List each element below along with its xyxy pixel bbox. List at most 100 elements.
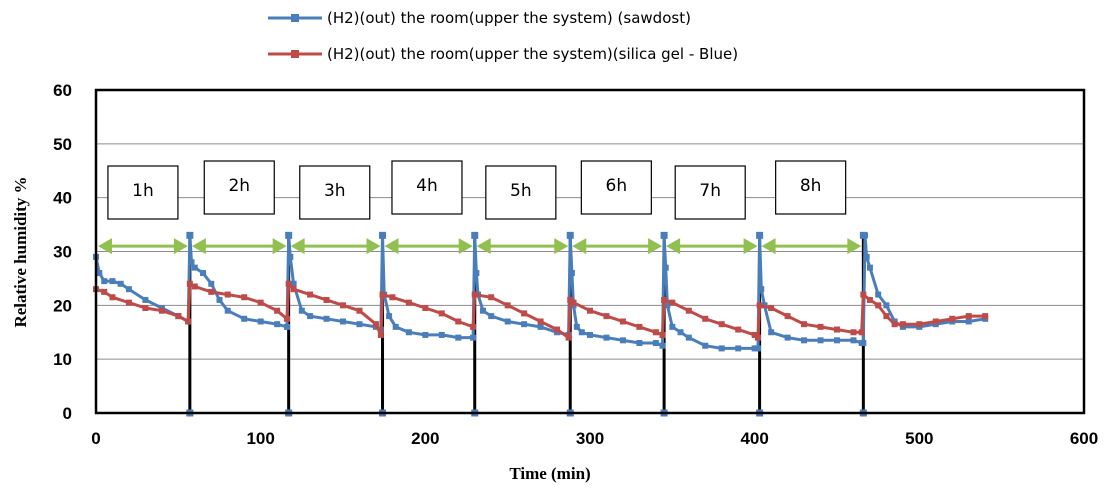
series-point-2 (949, 315, 956, 322)
series-point-2 (379, 291, 386, 298)
series-point-1 (200, 270, 207, 277)
series-point-2 (768, 305, 775, 312)
y-tick-label: 10 (53, 350, 72, 369)
series-point-1 (537, 323, 544, 330)
series-point-2 (669, 299, 676, 306)
legend-entry-silica-gel: (H2)(out) the room(upper the system)(sil… (268, 45, 738, 63)
series-point-2 (587, 307, 593, 314)
x-tick-label: 0 (91, 429, 100, 448)
series-point-1 (754, 345, 761, 352)
series-point-2 (438, 310, 445, 317)
series-point-2 (377, 331, 384, 338)
x-axis-ticks: 0 100 200 300 400 500 600 (91, 429, 1098, 448)
series-point-1 (422, 331, 429, 338)
series-point-1 (636, 340, 643, 347)
series-point-2 (323, 296, 330, 303)
series-point-1 (685, 334, 692, 341)
series-point-1 (241, 315, 248, 322)
series-point-1 (662, 264, 669, 271)
series-point-1 (603, 334, 610, 341)
series-point-2 (504, 302, 511, 309)
series-point-1 (405, 329, 412, 336)
series-point-2 (470, 323, 477, 330)
series-point-2 (488, 294, 495, 301)
series-point-2 (372, 321, 379, 328)
series-point-1 (191, 264, 198, 271)
series-point-2 (784, 313, 791, 320)
series-point-1 (290, 280, 297, 287)
series-point-1 (438, 331, 445, 338)
series-point-2 (191, 283, 198, 290)
series-point-2 (101, 288, 108, 295)
series-point-2 (875, 302, 882, 309)
series-point-1 (863, 253, 870, 260)
series-point-2 (661, 296, 668, 303)
series-point-2 (619, 318, 626, 325)
series-point-1 (850, 337, 857, 344)
series-point-2 (208, 288, 215, 295)
series-point-2 (834, 326, 840, 333)
series-point-2 (284, 315, 291, 322)
hour-box-label: 8h (800, 176, 822, 196)
series-point-2 (636, 323, 643, 330)
interval-arrow-head-left (476, 238, 491, 255)
series-point-2 (718, 321, 725, 328)
series-point-1 (756, 232, 763, 239)
hour-box (485, 165, 557, 220)
series-point-1 (568, 270, 575, 277)
series-point-1 (257, 318, 264, 325)
series-point-1 (298, 307, 305, 314)
series-point-2 (224, 291, 231, 298)
series-point-1 (285, 232, 292, 239)
series-point-2 (186, 280, 193, 287)
series-point-2 (685, 307, 692, 314)
hour-box-label: 3h (324, 181, 346, 201)
series-point-2 (817, 323, 824, 330)
series-point-2 (389, 294, 396, 301)
series-point-2 (652, 329, 659, 336)
series-point-1 (861, 232, 868, 239)
series-point-1 (801, 337, 808, 344)
series-point-2 (570, 299, 577, 306)
x-tick-label: 400 (740, 429, 768, 448)
legend-label-silica-gel: (H2)(out) the room(upper the system)(sil… (327, 45, 738, 63)
plot-area (94, 88, 1086, 415)
series-point-1 (125, 286, 132, 293)
y-tick-label: 20 (53, 296, 72, 315)
series-point-2 (899, 321, 906, 328)
series-point-2 (916, 321, 923, 328)
series-point-2 (735, 326, 742, 333)
series-point-1 (101, 278, 108, 285)
series-point-2 (405, 299, 412, 306)
series-point-2 (965, 313, 972, 320)
y-axis-title: Relative humidity % (11, 176, 30, 327)
series-point-2 (932, 318, 939, 325)
series-point-1 (224, 307, 231, 314)
series-point-1 (768, 329, 775, 336)
series-point-1 (573, 323, 580, 330)
y-tick-label: 0 (63, 404, 72, 423)
series-point-1 (578, 329, 585, 336)
series-point-2 (125, 299, 132, 306)
series-point-1 (669, 323, 676, 330)
series-point-1 (659, 342, 666, 349)
hour-box (775, 160, 847, 215)
series-point-2 (257, 299, 264, 306)
series-point-1 (186, 232, 193, 239)
hour-box-label: 4h (416, 176, 438, 196)
series-point-1 (323, 315, 330, 322)
series-point-2 (702, 315, 709, 322)
hour-box (107, 165, 179, 220)
series-point-1 (735, 345, 742, 352)
series-point-2 (751, 331, 758, 338)
y-tick-label: 50 (53, 135, 72, 154)
series-point-1 (470, 334, 477, 341)
interval-arrow-head-right (173, 238, 188, 255)
series-point-1 (340, 318, 346, 325)
x-tick-label: 200 (411, 429, 439, 448)
y-axis-ticks: 0 10 20 30 40 50 60 (53, 81, 72, 423)
series-point-1 (834, 337, 840, 344)
y-tick-label: 40 (53, 189, 72, 208)
series-point-1 (471, 232, 478, 239)
series-point-2 (850, 329, 857, 336)
